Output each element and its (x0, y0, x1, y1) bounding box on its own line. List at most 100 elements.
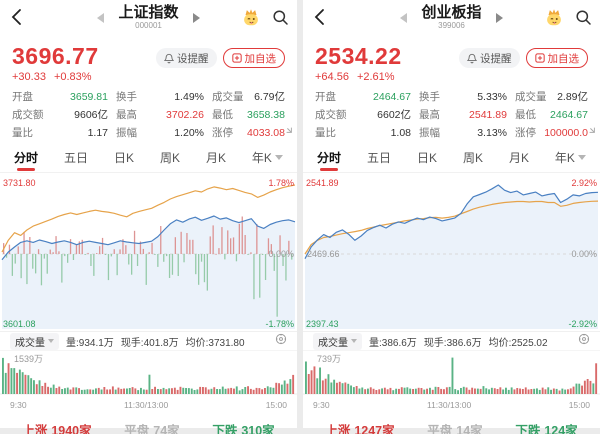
stat-item: 成交量 6.79亿 (212, 91, 285, 103)
add-watchlist-button[interactable]: 加自选 (222, 48, 285, 68)
index-panel-left: 上证指数 000001 3696.77 +30.33 +0.83% (0, 0, 297, 434)
gear-icon[interactable] (275, 332, 287, 350)
mascot-icon[interactable] (240, 6, 262, 33)
advancers: 上涨 1247家 (325, 424, 395, 434)
stat-item: 量比 1.08 (315, 127, 411, 139)
svg-text:1.78%: 1.78% (268, 178, 294, 188)
set-alert-button[interactable]: 设提醒 (156, 48, 217, 68)
mascot-icon[interactable] (543, 6, 565, 33)
svg-text:739万: 739万 (317, 354, 341, 364)
unchanged: 平盘 14家 (427, 424, 483, 434)
add-icon (231, 53, 242, 63)
svg-text:3731.80: 3731.80 (3, 178, 36, 188)
unchanged: 平盘 74家 (124, 424, 180, 434)
stat-item: 成交量 2.89亿 (515, 91, 588, 103)
tab-年K[interactable]: 年K (555, 149, 586, 172)
back-icon[interactable] (8, 8, 26, 26)
stat-item: 涨停 100000.0 (515, 127, 588, 139)
stat-item: 开盘 2464.67 (315, 91, 411, 103)
expand-stats-icon[interactable] (285, 121, 293, 139)
search-icon[interactable] (272, 9, 289, 31)
volume-header: 成交量 量:386.6万 现手:386.6万 均价:2525.02 (303, 331, 600, 351)
svg-text:-2.92%: -2.92% (568, 319, 597, 329)
tab-年K[interactable]: 年K (252, 149, 283, 172)
stats-section: 开盘 2464.67 换手 5.33% 成交量 2.89亿 成交额 6602亿 最高 2541.8… (303, 83, 600, 141)
tab-五日[interactable]: 五日 (366, 151, 391, 165)
add-watchlist-button[interactable]: 加自选 (525, 48, 588, 68)
intraday-chart[interactable]: 3731.80 1.78% 0.00% 3601.08 -1.78% (0, 173, 297, 331)
index-change: +64.56 +2.61% (315, 71, 395, 83)
stat-item: 开盘 3659.81 (12, 91, 108, 103)
stats-grid: 开盘 3659.81 换手 1.49% 成交量 6.79亿 成交额 9606亿 最高 3702.2… (12, 91, 285, 139)
volume-value: 量:934.1万 (66, 337, 114, 349)
nav-bar: 上证指数 000001 (0, 0, 297, 38)
advancers: 上涨 1940家 (22, 424, 92, 434)
index-title: 创业板指 (421, 4, 482, 21)
stat-item: 量比 1.17 (12, 127, 108, 139)
stats-grid: 开盘 2464.67 换手 5.33% 成交量 2.89亿 成交额 6602亿 最高 2541.8… (315, 91, 588, 139)
chevron-down-icon (577, 155, 586, 160)
index-panel-right: 创业板指 399006 2534.22 +64.56 +2.61% (303, 0, 600, 434)
tab-分时[interactable]: 分时 (14, 149, 38, 172)
svg-text:0.00%: 0.00% (268, 249, 294, 259)
next-index-icon[interactable] (192, 12, 200, 23)
tab-分时[interactable]: 分时 (317, 149, 341, 172)
stat-item: 振幅 3.13% (419, 127, 507, 139)
tab-月K[interactable]: 月K (508, 151, 529, 165)
stat-item: 最高 2541.89 (419, 109, 507, 121)
volume-chart[interactable]: 739万 (303, 351, 600, 400)
index-code: 000001 (135, 21, 162, 30)
gear-icon[interactable] (578, 332, 590, 350)
index-code: 399006 (438, 21, 465, 30)
chevron-down-icon (274, 155, 283, 160)
expand-stats-icon[interactable] (588, 121, 596, 139)
tab-五日[interactable]: 五日 (63, 151, 88, 165)
back-icon[interactable] (311, 8, 329, 26)
volume-value: 量:386.6万 (369, 337, 417, 349)
tab-日K[interactable]: 日K (113, 151, 134, 165)
index-title: 上证指数 (118, 4, 179, 21)
search-icon[interactable] (575, 9, 592, 31)
stats-section: 开盘 3659.81 换手 1.49% 成交量 6.79亿 成交额 9606亿 最高 3702.2… (0, 83, 297, 141)
market-breadth: 上涨 1940家 平盘 74家 下跌 310家 (0, 412, 297, 434)
stat-item: 涨停 4033.08 (212, 127, 285, 139)
svg-text:2397.43: 2397.43 (306, 319, 339, 329)
chevron-down-icon (351, 339, 357, 343)
volume-chart[interactable]: 1539万 (0, 351, 297, 400)
index-change: +30.33 +0.83% (12, 71, 92, 83)
time-axis: 9:30 11:30/13:00 15:00 (10, 400, 287, 410)
intraday-chart[interactable]: 2541.89 2.92% 2469.66 0.00% 2397.43 -2.92% (303, 173, 600, 331)
decliners: 下跌 310家 (212, 424, 275, 434)
index-price: 2534.22 (315, 43, 402, 69)
stat-item: 振幅 1.20% (116, 127, 204, 139)
svg-text:-1.78%: -1.78% (265, 319, 294, 329)
quote-row: 3696.77 +30.33 +0.83% 设提醒 加自选 (0, 38, 297, 83)
bell-icon (164, 53, 174, 63)
volume-indicator-select[interactable]: 成交量 (10, 332, 59, 350)
volume-indicator-select[interactable]: 成交量 (313, 332, 362, 350)
period-tabs: 分时 五日 日K 周K 月K 年K (0, 141, 297, 173)
stat-item: 换手 1.49% (116, 91, 204, 103)
tab-周K[interactable]: 周K (462, 151, 483, 165)
prev-index-icon[interactable] (97, 12, 105, 23)
svg-text:2541.89: 2541.89 (306, 178, 339, 188)
decliners: 下跌 124家 (515, 424, 578, 434)
nav-bar: 创业板指 399006 (303, 0, 600, 38)
tab-周K[interactable]: 周K (159, 151, 180, 165)
svg-text:3601.08: 3601.08 (3, 319, 36, 329)
quote-row: 2534.22 +64.56 +2.61% 设提醒 加自选 (303, 38, 600, 83)
prev-index-icon[interactable] (400, 12, 408, 23)
next-index-icon[interactable] (495, 12, 503, 23)
stat-item: 最低 3658.38 (212, 109, 285, 121)
volume-header: 成交量 量:934.1万 现手:401.8万 均价:3731.80 (0, 331, 297, 351)
add-icon (534, 53, 545, 63)
set-alert-button[interactable]: 设提醒 (459, 48, 520, 68)
current-hand: 现手:401.8万 (120, 337, 179, 349)
index-price: 3696.77 (12, 43, 99, 69)
svg-text:0.00%: 0.00% (571, 249, 597, 259)
time-axis: 9:30 11:30/13:00 15:00 (313, 400, 590, 410)
avg-price: 均价:2525.02 (488, 337, 548, 349)
tab-日K[interactable]: 日K (416, 151, 437, 165)
tab-月K[interactable]: 月K (205, 151, 226, 165)
